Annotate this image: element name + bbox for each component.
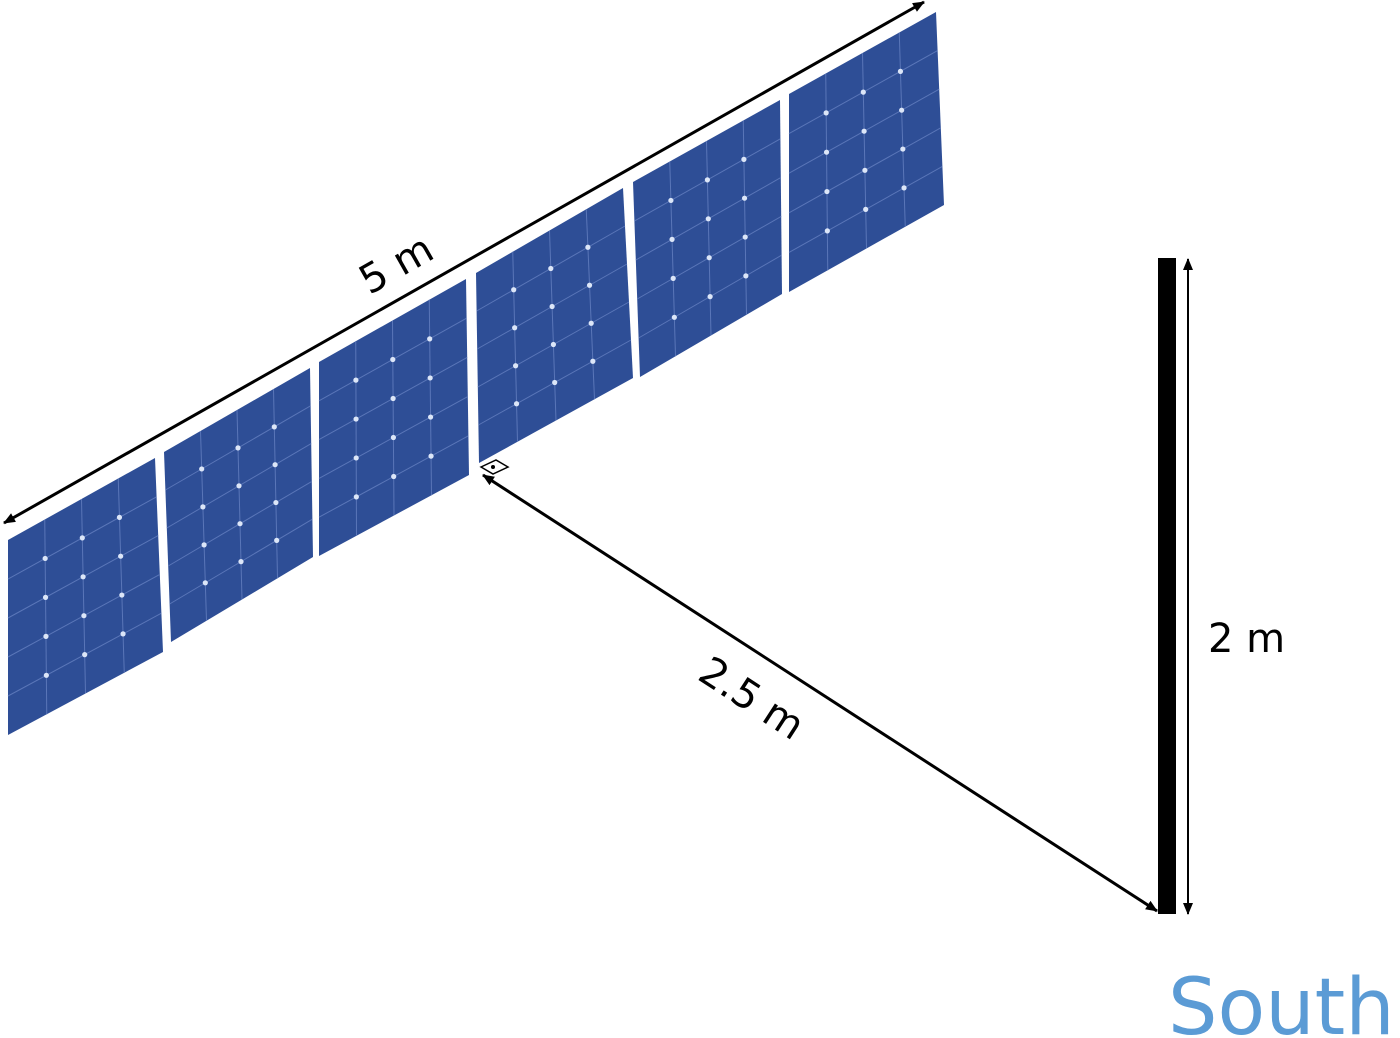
cell-dot xyxy=(202,580,208,586)
cell-dot xyxy=(237,521,243,527)
cell-dot xyxy=(81,613,87,619)
cell-dot xyxy=(391,473,397,480)
solar-panel xyxy=(633,100,782,377)
cell-dot xyxy=(390,395,396,402)
cell-dot xyxy=(704,177,711,183)
solar-panel xyxy=(318,279,469,556)
length-dimension-label: 5 m xyxy=(352,226,442,304)
cell-dot xyxy=(671,314,677,320)
cell-dot xyxy=(549,303,555,310)
cell-dot xyxy=(118,553,124,559)
cell-dot xyxy=(427,336,433,342)
cell-dot xyxy=(512,325,518,331)
solar-panel xyxy=(7,458,163,735)
cell-dot xyxy=(42,594,49,601)
cell-dot xyxy=(199,466,205,472)
cell-dot xyxy=(901,185,907,191)
cell-dot xyxy=(43,633,49,639)
cell-dot xyxy=(273,499,279,506)
cell-dot xyxy=(511,287,517,293)
direction-label: South xyxy=(1168,963,1395,1038)
distance-dimension-arrow xyxy=(482,473,1158,913)
cell-dot xyxy=(236,483,242,489)
cell-dot xyxy=(823,149,830,155)
cell-dot xyxy=(272,462,278,468)
cell-dot xyxy=(707,294,713,300)
cell-dot xyxy=(82,652,88,658)
cell-dot xyxy=(353,494,359,500)
right-angle-marker xyxy=(479,459,510,475)
cell-dot xyxy=(353,377,359,383)
cell-dot xyxy=(668,197,674,204)
distance-dimension-label: 2.5 m xyxy=(691,648,813,749)
cell-dot xyxy=(824,228,830,234)
cell-dot xyxy=(552,379,558,386)
cell-dot xyxy=(43,672,49,678)
cell-dot xyxy=(861,128,867,134)
cell-dot xyxy=(899,107,905,113)
cell-dot xyxy=(238,559,244,565)
cell-dot xyxy=(706,255,712,261)
cell-dot xyxy=(590,358,596,364)
cell-dot xyxy=(669,236,675,242)
cell-dot xyxy=(863,206,869,212)
cell-dot xyxy=(670,275,676,281)
cell-dot xyxy=(428,453,434,459)
cell-dot xyxy=(741,156,747,162)
cell-dot xyxy=(741,195,748,201)
cell-dot xyxy=(353,416,359,422)
cell-dot xyxy=(390,356,396,363)
cell-dot xyxy=(548,265,554,272)
cell-dot xyxy=(742,234,748,240)
cell-dot xyxy=(201,542,207,548)
cell-dot xyxy=(550,341,557,348)
obstacle-pole xyxy=(1158,258,1176,914)
length-dimension-arrow xyxy=(3,0,925,525)
cell-dot xyxy=(823,110,829,116)
solar-panel xyxy=(788,12,944,292)
height-dimension-label: 2 m xyxy=(1208,616,1285,662)
cell-dot xyxy=(900,146,906,152)
cell-dot xyxy=(42,555,48,562)
cell-dot xyxy=(353,455,359,461)
cell-dot xyxy=(705,216,711,222)
cell-dot xyxy=(743,273,749,279)
cell-dot xyxy=(390,434,396,441)
cell-dot xyxy=(513,401,520,407)
cell-dot xyxy=(428,414,434,420)
cell-dot xyxy=(513,363,519,369)
cell-dot xyxy=(235,445,241,451)
cell-dot xyxy=(586,282,593,288)
cell-dot xyxy=(588,320,594,326)
cell-dot xyxy=(274,537,280,544)
cell-dot xyxy=(116,514,123,520)
cell-dot xyxy=(862,167,868,173)
cell-dot xyxy=(585,244,591,250)
cell-dot xyxy=(860,89,866,95)
solar-panel xyxy=(476,188,633,463)
cell-dot xyxy=(80,574,86,580)
cell-dot xyxy=(200,504,206,510)
cell-dot xyxy=(120,631,126,637)
solar-panel xyxy=(164,368,313,642)
solar-panel-array xyxy=(7,12,944,735)
cell-dot xyxy=(119,592,125,598)
cell-dot xyxy=(824,188,830,195)
cell-dot xyxy=(271,424,277,430)
cell-dot xyxy=(79,535,85,541)
cell-dot xyxy=(897,68,904,74)
cell-dot xyxy=(427,375,433,381)
